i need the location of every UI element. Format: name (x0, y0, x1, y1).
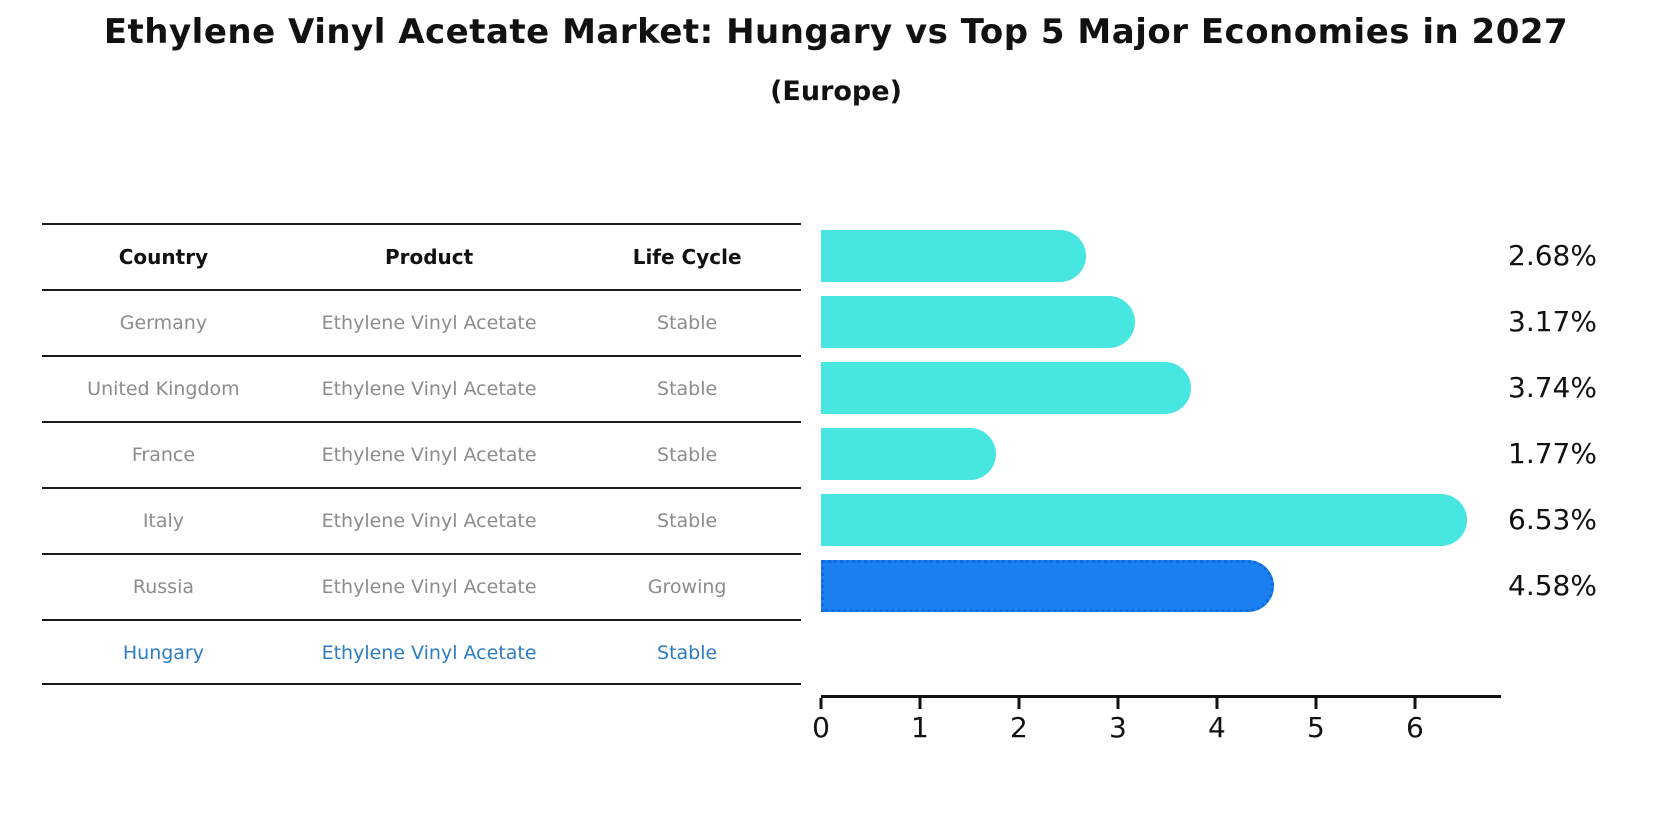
bar (821, 230, 1087, 282)
cell-life-cycle: Stable (657, 642, 718, 664)
country-table: Country Product Life Cycle Germany Ethyl… (42, 223, 801, 685)
bar (821, 494, 1468, 546)
cell-product: Ethylene Vinyl Acetate (321, 444, 537, 466)
x-tick-label: 3 (1109, 711, 1127, 744)
table-row: Italy Ethylene Vinyl Acetate Stable (42, 487, 801, 553)
value-label: 6.53% (1508, 503, 1597, 536)
x-axis: 0 1 2 3 4 5 6 (812, 695, 1501, 765)
x-tick (918, 698, 922, 709)
cell-product: Ethylene Vinyl Acetate (321, 510, 537, 532)
x-tick-label: 2 (1010, 711, 1028, 744)
value-label: 2.68% (1508, 239, 1597, 272)
x-tick (1413, 698, 1417, 709)
bar-plot: 2.68% 3.17% 3.74% 1.77% 6.53% 4.58% (821, 223, 1597, 685)
x-tick-label: 6 (1405, 711, 1424, 744)
x-axis-line (821, 695, 1501, 698)
table-header-row: Country Product Life Cycle (42, 223, 801, 289)
cell-product: Ethylene Vinyl Acetate (321, 378, 537, 400)
cell-life-cycle: Stable (657, 510, 718, 532)
bar-row: 6.53% (821, 487, 1597, 553)
cell-country: Italy (142, 510, 185, 532)
bar (821, 296, 1135, 348)
x-tick (819, 698, 823, 709)
cell-product: Ethylene Vinyl Acetate (321, 312, 537, 334)
table-row: Russia Ethylene Vinyl Acetate Growing (42, 553, 801, 619)
table-row: Hungary Ethylene Vinyl Acetate Stable (42, 619, 801, 685)
cell-product: Ethylene Vinyl Acetate (321, 576, 537, 598)
bar-row: 2.68% (821, 223, 1597, 289)
cell-country: Germany (119, 312, 208, 334)
x-tick (1116, 698, 1120, 709)
bar (821, 428, 997, 480)
x-tick-label: 5 (1306, 711, 1325, 744)
bar-row: 1.77% (821, 421, 1597, 487)
bar (821, 362, 1192, 414)
x-tick-label: 1 (911, 711, 929, 744)
x-tick-label: 0 (812, 711, 830, 744)
bar (821, 560, 1275, 612)
cell-country: Russia (132, 576, 194, 598)
bar-row: 3.74% (821, 355, 1597, 421)
value-label: 3.74% (1508, 371, 1597, 404)
chart-subtitle: (Europe) (770, 76, 902, 107)
cell-life-cycle: Stable (657, 378, 718, 400)
cell-product: Ethylene Vinyl Acetate (321, 642, 537, 664)
bar-row: 3.17% (821, 289, 1597, 355)
cell-life-cycle: Growing (647, 576, 727, 598)
bar-row: 4.58% (821, 553, 1597, 619)
value-label: 4.58% (1508, 569, 1597, 602)
x-tick-label: 4 (1208, 711, 1226, 744)
chart-title: Ethylene Vinyl Acetate Market: Hungary v… (103, 12, 1569, 52)
cell-life-cycle: Stable (657, 312, 718, 334)
value-label: 1.77% (1508, 437, 1597, 470)
table-body: Germany Ethylene Vinyl Acetate Stable Un… (42, 289, 801, 685)
x-tick (1314, 698, 1318, 709)
cell-country: Hungary (122, 642, 204, 664)
x-tick (1215, 698, 1219, 709)
cell-country: United Kingdom (87, 378, 240, 400)
x-tick (1017, 698, 1021, 709)
column-header-country: Country (118, 245, 209, 269)
cell-life-cycle: Stable (657, 444, 718, 466)
column-header-life-cycle: Life Cycle (632, 245, 742, 269)
cell-country: France (131, 444, 196, 466)
table-row: United Kingdom Ethylene Vinyl Acetate St… (42, 355, 801, 421)
table-row: France Ethylene Vinyl Acetate Stable (42, 421, 801, 487)
value-label: 3.17% (1508, 305, 1597, 338)
table-row: Germany Ethylene Vinyl Acetate Stable (42, 289, 801, 355)
column-header-product: Product (384, 245, 474, 269)
